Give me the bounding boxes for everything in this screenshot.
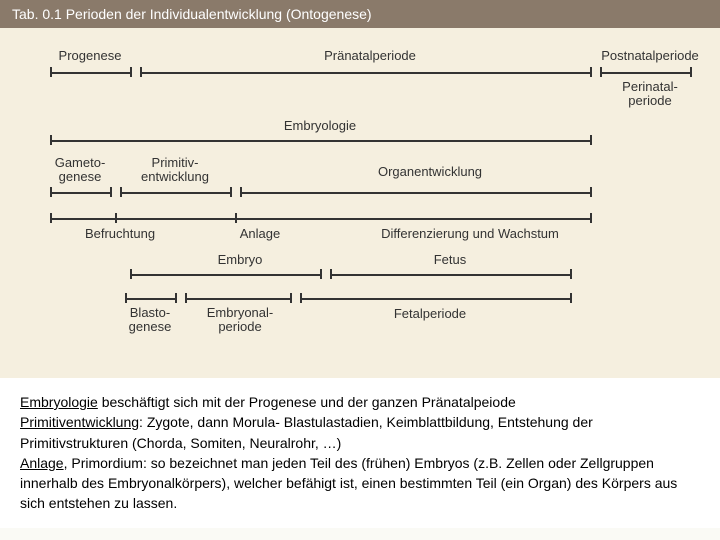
bar [240, 192, 590, 194]
tick [230, 187, 232, 197]
bar-embryologie [50, 140, 590, 142]
tick [330, 269, 332, 279]
row-main-periods: Progenese Pränatalperiode Postnatalperio… [30, 46, 690, 106]
tick [185, 293, 187, 303]
label-befruchtung: Befruchtung [85, 226, 155, 241]
tick [130, 67, 132, 77]
bar [125, 298, 175, 300]
bar [120, 192, 230, 194]
label-progenese: Progenese [59, 48, 122, 63]
tick [590, 187, 592, 197]
tick [300, 293, 302, 303]
term-embryologie: Embryologie [20, 394, 98, 410]
label-fetal: Fetalperiode [394, 306, 466, 321]
bar-postnatal [600, 72, 690, 74]
tick [115, 213, 117, 223]
label-embryo: Embryo [218, 252, 263, 267]
caption-line: Embryologie beschäftigt sich mit der Pro… [20, 392, 700, 412]
caption-line: Primitiventwicklung: Zygote, dann Morula… [20, 412, 700, 453]
tick [240, 187, 242, 197]
label-diff: Differenzierung und Wachstum [381, 226, 559, 241]
tick [600, 67, 602, 77]
row-processes: Befruchtung Anlage Differenzierung und W… [30, 212, 690, 252]
label-organ: Organentwicklung [378, 164, 482, 179]
caption-line: Anlage, Primordium: so bezeichnet man je… [20, 453, 700, 514]
tick [50, 67, 52, 77]
tick [50, 135, 52, 145]
tick [50, 187, 52, 197]
tick [175, 293, 177, 303]
tick [590, 213, 592, 223]
tick [570, 269, 572, 279]
tick [235, 213, 237, 223]
caption-text: beschäftigt sich mit der Progenese und d… [98, 394, 516, 410]
tick [120, 187, 122, 197]
tick [130, 269, 132, 279]
table-header: Tab. 0.1 Perioden der Individualentwickl… [0, 0, 720, 28]
label-fetus: Fetus [434, 252, 467, 267]
tick [320, 269, 322, 279]
timeline-diagram: Progenese Pränatalperiode Postnatalperio… [0, 28, 720, 378]
term-primitiv: Primitiventwicklung [20, 414, 139, 430]
label-blasto: Blasto- genese [129, 306, 172, 335]
tick [110, 187, 112, 197]
tick [290, 293, 292, 303]
bar [300, 298, 570, 300]
tick [50, 213, 52, 223]
table-title: Tab. 0.1 Perioden der Individualentwickl… [12, 6, 372, 22]
label-anlage: Anlage [240, 226, 280, 241]
bar-praenatal [140, 72, 590, 74]
bar [50, 192, 110, 194]
label-postnatal: Postnatalperiode [601, 48, 699, 63]
bar [185, 298, 290, 300]
label-praenatal: Pränatalperiode [324, 48, 416, 63]
tick [590, 67, 592, 77]
tick [690, 67, 692, 77]
bar [330, 274, 570, 276]
tick [140, 67, 142, 77]
tick [570, 293, 572, 303]
caption-text: , Primordium: so bezeichnet man jeden Te… [20, 455, 677, 512]
tick [590, 135, 592, 145]
label-embryonal: Embryonal- periode [207, 306, 273, 335]
caption-block: Embryologie beschäftigt sich mit der Pro… [0, 378, 720, 528]
tick [125, 293, 127, 303]
label-embryologie: Embryologie [284, 118, 356, 133]
row-embryo-fetus: Embryo Fetus [30, 252, 690, 292]
bar-progenese [50, 72, 130, 74]
row-embryologie: Embryologie [30, 118, 690, 162]
label-primitiv: Primitiv- entwicklung [141, 156, 209, 185]
term-anlage: Anlage [20, 455, 64, 471]
label-gametogenese: Gameto- genese [55, 156, 106, 185]
bar [50, 218, 590, 220]
label-perinatal: Perinatal- periode [622, 80, 678, 109]
row-subphases: Gameto- genese Primitiv- entwicklung Org… [30, 162, 690, 212]
bar [130, 274, 320, 276]
row-periods: Blasto- genese Embryonal- periode Fetalp… [30, 292, 690, 342]
